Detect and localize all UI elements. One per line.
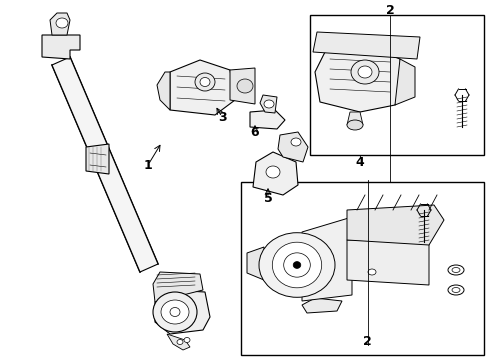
Polygon shape	[86, 144, 109, 174]
Ellipse shape	[293, 262, 301, 269]
Polygon shape	[260, 95, 277, 113]
Ellipse shape	[358, 66, 372, 78]
Ellipse shape	[448, 265, 464, 275]
Ellipse shape	[161, 300, 189, 324]
Polygon shape	[347, 205, 444, 245]
Ellipse shape	[452, 288, 460, 292]
Polygon shape	[52, 57, 158, 272]
Ellipse shape	[153, 292, 197, 332]
Polygon shape	[230, 68, 255, 104]
Ellipse shape	[184, 338, 190, 342]
Ellipse shape	[259, 233, 335, 297]
Ellipse shape	[448, 285, 464, 295]
Polygon shape	[167, 334, 190, 350]
Polygon shape	[157, 72, 170, 110]
Polygon shape	[302, 298, 342, 313]
Text: 2: 2	[363, 335, 372, 348]
Text: 3: 3	[218, 111, 226, 123]
Polygon shape	[310, 15, 484, 155]
Ellipse shape	[266, 166, 280, 178]
Text: 1: 1	[144, 158, 152, 171]
Ellipse shape	[170, 307, 180, 316]
Ellipse shape	[351, 60, 379, 84]
Polygon shape	[153, 272, 203, 302]
Ellipse shape	[452, 267, 460, 273]
Ellipse shape	[56, 18, 68, 28]
Text: 6: 6	[251, 126, 259, 139]
Polygon shape	[241, 182, 484, 355]
Ellipse shape	[368, 269, 376, 275]
Polygon shape	[347, 112, 363, 125]
Polygon shape	[250, 110, 285, 129]
Ellipse shape	[264, 100, 274, 108]
Text: 5: 5	[264, 192, 272, 204]
Polygon shape	[302, 217, 352, 301]
Polygon shape	[395, 59, 415, 105]
Polygon shape	[170, 60, 235, 115]
Polygon shape	[347, 240, 429, 285]
Ellipse shape	[200, 77, 210, 86]
Ellipse shape	[347, 120, 363, 130]
Ellipse shape	[195, 73, 215, 91]
Ellipse shape	[177, 339, 183, 345]
Ellipse shape	[272, 242, 322, 288]
Polygon shape	[315, 45, 405, 112]
Text: 4: 4	[356, 156, 365, 168]
Text: 2: 2	[386, 4, 394, 17]
Polygon shape	[313, 32, 420, 59]
Ellipse shape	[291, 138, 301, 146]
Polygon shape	[50, 13, 70, 35]
Polygon shape	[247, 247, 264, 280]
Polygon shape	[278, 132, 308, 162]
Polygon shape	[155, 290, 210, 334]
Polygon shape	[42, 35, 80, 59]
Polygon shape	[253, 152, 298, 195]
Ellipse shape	[284, 253, 310, 277]
Ellipse shape	[237, 79, 253, 93]
